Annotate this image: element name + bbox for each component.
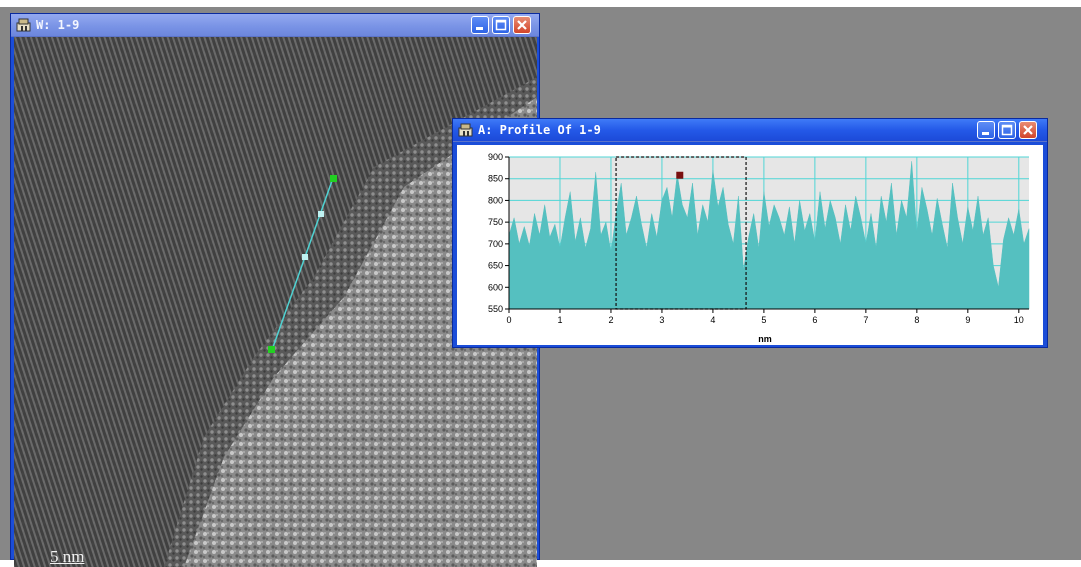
intensity-profile-chart[interactable]: 550 600 650 700 750 800 850 900 0 1 2 3 4 5 6 7 8 9 10 nm bbox=[457, 145, 1043, 345]
x-tick-label: 5 bbox=[761, 315, 766, 325]
x-tick-label: 4 bbox=[710, 315, 715, 325]
y-tick-label: 700 bbox=[488, 239, 503, 249]
y-tick-label: 750 bbox=[488, 217, 503, 227]
image-window-title: W: 1-9 bbox=[36, 18, 80, 32]
profile-line-handle[interactable] bbox=[302, 254, 308, 260]
y-tick-label: 850 bbox=[488, 174, 503, 184]
profile-window[interactable]: A: Profile Of 1-9 550 600 650 700 750 800 850 9… bbox=[452, 118, 1048, 348]
app-icon bbox=[458, 123, 473, 137]
profile-line-endpoint[interactable] bbox=[268, 346, 275, 353]
y-tick-label: 900 bbox=[488, 152, 503, 162]
profile-plot-panel: 550 600 650 700 750 800 850 900 0 1 2 3 4 5 6 7 8 9 10 nm bbox=[457, 145, 1043, 345]
minimize-icon bbox=[476, 27, 483, 30]
x-tick-label: 0 bbox=[506, 315, 511, 325]
y-tick-label: 800 bbox=[488, 195, 503, 205]
minimize-button[interactable] bbox=[977, 121, 995, 139]
x-tick-label: 6 bbox=[812, 315, 817, 325]
maximize-icon bbox=[1001, 124, 1013, 136]
x-tick-label: 7 bbox=[863, 315, 868, 325]
profile-line-handle[interactable] bbox=[318, 211, 324, 217]
x-tick-label: 3 bbox=[659, 315, 664, 325]
y-tick-label: 550 bbox=[488, 304, 503, 314]
image-window[interactable]: W: 1-9 bbox=[10, 13, 540, 567]
x-axis-title: nm bbox=[758, 334, 772, 344]
profile-line[interactable] bbox=[271, 177, 334, 351]
maximize-icon bbox=[495, 19, 507, 31]
close-icon bbox=[517, 20, 527, 30]
cursor-marker[interactable] bbox=[676, 171, 684, 179]
profile-window-titlebar[interactable]: A: Profile Of 1-9 bbox=[453, 119, 1047, 142]
y-tick-label: 650 bbox=[488, 261, 503, 271]
close-button[interactable] bbox=[513, 16, 531, 34]
profile-series-area bbox=[508, 161, 1030, 310]
maximize-button[interactable] bbox=[492, 16, 510, 34]
close-icon bbox=[1023, 125, 1033, 135]
y-tick-label: 600 bbox=[488, 282, 503, 292]
tem-micrograph[interactable]: 5 nm bbox=[14, 37, 537, 567]
x-tick-label: 8 bbox=[914, 315, 919, 325]
minimize-icon bbox=[982, 132, 989, 135]
close-button[interactable] bbox=[1019, 121, 1037, 139]
profile-line-endpoint[interactable] bbox=[330, 175, 337, 182]
scale-bar-label: 5 nm bbox=[50, 547, 85, 566]
x-tick-label: 1 bbox=[557, 315, 562, 325]
maximize-button[interactable] bbox=[998, 121, 1016, 139]
app-icon bbox=[16, 18, 31, 32]
x-tick-label: 2 bbox=[608, 315, 613, 325]
x-tick-label: 9 bbox=[965, 315, 970, 325]
profile-window-title: A: Profile Of 1-9 bbox=[478, 123, 601, 137]
minimize-button[interactable] bbox=[471, 16, 489, 34]
x-tick-label: 10 bbox=[1014, 315, 1024, 325]
image-window-titlebar[interactable]: W: 1-9 bbox=[11, 14, 539, 37]
